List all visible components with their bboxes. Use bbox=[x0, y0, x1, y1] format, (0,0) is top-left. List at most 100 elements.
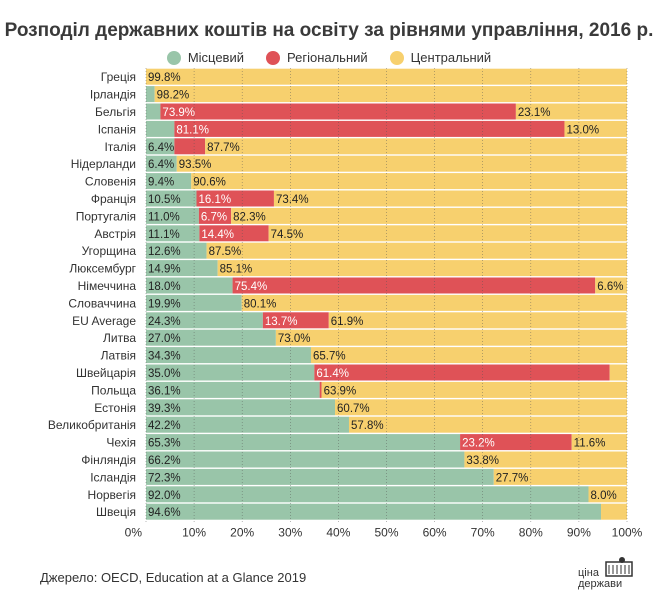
data-label: 66.2% bbox=[148, 455, 181, 467]
category-label: Швейцарія bbox=[76, 366, 136, 380]
chart-title: Розподіл державних коштів на освіту за р… bbox=[4, 20, 654, 41]
bar-segment bbox=[146, 364, 315, 381]
category-label: Фінляндія bbox=[81, 453, 136, 467]
data-label: 57.8% bbox=[351, 420, 384, 432]
bar-segment bbox=[196, 190, 274, 207]
logo-icon bbox=[605, 557, 633, 577]
data-label: 42.2% bbox=[148, 420, 181, 432]
bar-segment bbox=[595, 277, 627, 294]
bar-segment bbox=[146, 416, 349, 433]
data-label: 34.3% bbox=[148, 351, 181, 363]
bar-segment bbox=[609, 364, 627, 381]
category-label: Угорщина bbox=[82, 244, 137, 258]
legend-item-central: Центральний bbox=[389, 50, 491, 65]
data-label: 99.8% bbox=[148, 72, 181, 84]
data-label: 93.5% bbox=[179, 159, 212, 171]
x-tick-label: 50% bbox=[374, 525, 398, 539]
data-label: 11.6% bbox=[574, 438, 606, 450]
category-label: Франція bbox=[91, 192, 136, 206]
x-tick-label: 40% bbox=[326, 525, 350, 539]
category-label: Естонія bbox=[94, 401, 136, 415]
category-label: Італія bbox=[104, 140, 136, 154]
category-label: Ісландія bbox=[90, 470, 136, 484]
data-label: 19.9% bbox=[148, 298, 181, 310]
category-label: Чехія bbox=[106, 436, 136, 450]
bar-segment bbox=[146, 173, 192, 190]
data-label: 87.7% bbox=[207, 142, 240, 154]
bar-segment bbox=[146, 434, 461, 451]
bar-segment bbox=[160, 103, 516, 120]
category-label: Великобританія bbox=[48, 418, 136, 432]
category-label: Польща bbox=[91, 383, 136, 397]
category-label: Іспанія bbox=[98, 122, 136, 136]
bar-segment bbox=[146, 103, 161, 120]
data-label: 35.0% bbox=[148, 368, 181, 380]
legend-item-regional: Регіональний bbox=[266, 50, 368, 65]
bar-segment bbox=[319, 381, 322, 398]
data-label: 75.4% bbox=[235, 281, 268, 293]
bar-segment bbox=[146, 312, 263, 329]
bar-segment bbox=[146, 503, 602, 520]
data-label: 16.1% bbox=[199, 194, 232, 206]
data-label: 73.4% bbox=[276, 194, 309, 206]
category-label: Австрія bbox=[94, 227, 136, 241]
legend-swatch-local bbox=[166, 50, 181, 65]
data-label: 80.1% bbox=[244, 298, 277, 310]
bar-segment bbox=[146, 347, 311, 364]
x-tick-label: 70% bbox=[471, 525, 495, 539]
data-label: 33.8% bbox=[466, 455, 499, 467]
data-label: 85.1% bbox=[220, 264, 253, 276]
bar-segment bbox=[217, 260, 627, 277]
bar-segment bbox=[588, 486, 627, 503]
bar-segment bbox=[328, 312, 627, 329]
bar-segment bbox=[460, 434, 572, 451]
bar-segment bbox=[146, 451, 465, 468]
category-label: EU Average bbox=[72, 314, 136, 328]
bar-segment bbox=[205, 138, 627, 155]
data-label: 82.3% bbox=[233, 211, 266, 223]
bar-segment bbox=[146, 329, 276, 346]
bar-segment bbox=[273, 190, 627, 207]
bar-segment bbox=[493, 468, 627, 485]
data-label: 13.0% bbox=[566, 124, 599, 136]
bar-segment bbox=[146, 225, 200, 242]
category-label: Німеччина bbox=[78, 279, 137, 293]
category-label: Словаччина bbox=[68, 296, 136, 310]
bar-segment bbox=[199, 225, 269, 242]
data-label: 18.0% bbox=[148, 281, 181, 293]
bar-segment bbox=[232, 277, 596, 294]
bar-segment bbox=[146, 260, 218, 277]
data-label: 13.7% bbox=[265, 316, 298, 328]
category-label: Литва bbox=[103, 331, 136, 345]
legend-swatch-regional bbox=[266, 50, 280, 65]
bar-segment bbox=[176, 155, 627, 172]
data-label: 23.1% bbox=[518, 107, 551, 119]
bar-segment bbox=[262, 312, 329, 329]
category-label: Греція bbox=[101, 70, 136, 84]
data-label: 61.9% bbox=[331, 316, 364, 328]
bar-segment bbox=[146, 277, 233, 294]
bar-segment bbox=[321, 381, 627, 398]
x-tick-label: 100% bbox=[612, 525, 643, 539]
legend-swatch-central bbox=[389, 50, 404, 65]
data-label: 6.4% bbox=[148, 142, 174, 154]
bar-segment bbox=[146, 86, 155, 103]
bar-segment bbox=[146, 399, 336, 416]
x-tick-label: 90% bbox=[567, 525, 591, 539]
bar-segment bbox=[191, 173, 628, 190]
category-label: Нідерланди bbox=[71, 157, 136, 171]
bar-segment bbox=[571, 434, 627, 451]
bar-segment bbox=[348, 416, 627, 433]
data-label: 6.4% bbox=[148, 159, 174, 171]
data-label: 14.9% bbox=[148, 264, 181, 276]
bar-segment bbox=[174, 138, 206, 155]
bar-segment bbox=[146, 207, 199, 224]
bar-segment bbox=[275, 329, 627, 346]
x-tick-label: 10% bbox=[182, 525, 206, 539]
data-label: 65.7% bbox=[313, 351, 346, 363]
data-label: 11.1% bbox=[148, 229, 180, 241]
bar-segment bbox=[335, 399, 627, 416]
bar-segment bbox=[146, 138, 175, 155]
bar-segment bbox=[564, 120, 627, 137]
data-label: 11.0% bbox=[148, 211, 180, 223]
